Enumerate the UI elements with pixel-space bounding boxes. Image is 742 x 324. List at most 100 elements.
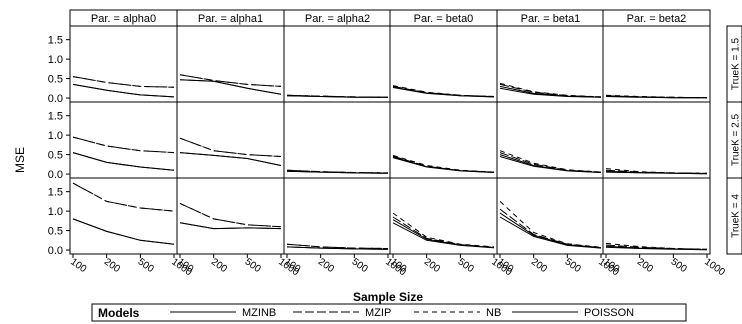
panel-frame [69,101,178,179]
panel-truek-4-par-beta2 [602,177,711,255]
panel-truek-2-5-par-beta0 [389,101,498,179]
series-line-nb [286,243,389,249]
series-line-poisson [392,219,495,249]
panel-truek-1-5-par-beta0 [389,25,498,103]
panel-frame [389,101,498,179]
panel-frame [176,25,285,103]
row-header-truek-1-5: TrueK = 1.5 [731,37,742,90]
column-header-par-beta1: Par. = beta1 [521,13,581,25]
series-line-poisson [499,212,602,249]
y-tick-label: 1.0 [48,130,63,142]
y-tick-label: 1.0 [48,206,63,218]
panel-frame [176,101,285,179]
y-tick-label: 0.5 [48,150,63,162]
panel-truek-4-par-alpha1 [176,177,285,255]
series-line-poisson [72,218,175,245]
x-tick-label: 500 [563,256,583,275]
y-tick-label: 1.0 [48,54,63,66]
series-line-poisson [286,170,389,174]
column-header-par-alpha1: Par. = alpha1 [198,13,263,25]
panel-frame [283,25,392,103]
legend-label-nb: NB [486,307,501,319]
panel-truek-2-5-par-beta1 [496,101,605,179]
series-line-mzip [179,137,282,157]
series-line-nb [392,212,495,248]
series-line-poisson [179,152,282,166]
column-header-par-alpha0: Par. = alpha0 [91,13,156,25]
x-tick-label: 200 [635,256,655,275]
series-line-poisson [286,246,389,250]
series-line-poisson [392,156,495,173]
panel-frame [283,177,392,255]
legend-label-mzip: MZIP [365,307,391,319]
y-tick-label: 0.5 [48,74,63,86]
panel-truek-4-par-alpha2 [283,177,392,255]
column-header-par-beta2: Par. = beta2 [627,13,687,25]
y-tick-label: 0.0 [48,169,63,181]
y-tick-label: 1.5 [48,187,63,199]
x-tick-label: 200 [316,256,336,275]
series-line-nb [72,76,175,88]
series-line-mzinb [499,216,602,249]
panel-frame [496,101,605,179]
x-tick-label: 500 [350,256,370,275]
series-line-nb [499,201,602,248]
panel-frame [283,101,392,179]
series-line-poisson [499,85,602,98]
panel-truek-1-5-par-beta2 [602,25,711,103]
series-line-nb [179,202,282,228]
series-line-poisson [72,83,175,98]
series-line-poisson [286,95,388,98]
x-axis-title: Sample Size [353,290,423,304]
row-header-truek-4: TrueK = 4 [731,194,742,238]
panel-truek-4-par-alpha0 [69,177,178,255]
y-tick-label: 0.0 [48,93,63,105]
column-headers: Par. = alpha0 Par. = alpha1 Par. = alpha2 P… [69,9,711,27]
series-line-nb [72,136,175,154]
panel-truek-2-5-par-alpha2 [283,101,392,179]
panel-frame [176,177,285,255]
panel-frame [602,177,711,255]
row-header-box [726,177,742,255]
y-tick-label: 1.5 [48,35,63,47]
x-tick-label: 500 [456,256,476,275]
series-line-poisson [499,154,602,173]
legend-label-mzinb: MZINB [242,307,276,319]
x-tick-label: 1000 [702,256,727,278]
panel-truek-1-5-par-alpha0 [69,25,178,103]
series-line-poisson [605,95,707,99]
x-tick-label: 500 [669,256,689,275]
panel-frame [69,25,178,103]
column-header-par-beta0: Par. = beta0 [414,13,474,25]
panel-truek-2-5-par-beta2 [602,101,711,179]
series-line-poisson [605,170,708,175]
x-tick-label: 200 [209,256,229,275]
x-tick-label: 200 [529,256,549,275]
panel-truek-1-5-par-alpha2 [283,25,392,103]
x-tick-label: 200 [102,256,122,275]
panel-truek-2-5-par-alpha1 [176,101,285,179]
panel-frame [389,25,498,103]
series-line-poisson [392,86,495,98]
panel-truek-1-5-par-beta1 [496,25,605,103]
panel-grid [69,25,711,255]
row-header-truek-2-5: TrueK = 2.5 [731,113,742,166]
x-tick-label: 500 [136,256,156,275]
panel-frame [602,25,711,103]
panel-frame [602,101,711,179]
series-line-poisson [179,222,282,230]
y-axis-title: MSE [13,147,27,173]
legend: Models MZINB MZIP NB POISSON [91,303,687,322]
row-headers: TrueK = 1.5 TrueK = 2.5 TrueK = 4 [726,25,742,255]
series-line-poisson [72,152,175,171]
legend-box [91,303,687,322]
series-line-nb [499,82,602,98]
series-line-nb [179,74,282,87]
series-line-poisson [179,79,282,95]
x-tick-label: 500 [243,256,263,275]
panel-truek-4-par-beta1 [496,177,605,255]
legend-title: Models [98,306,140,320]
series-line-poisson [605,245,708,251]
y-tick-label: 0.5 [48,226,63,238]
